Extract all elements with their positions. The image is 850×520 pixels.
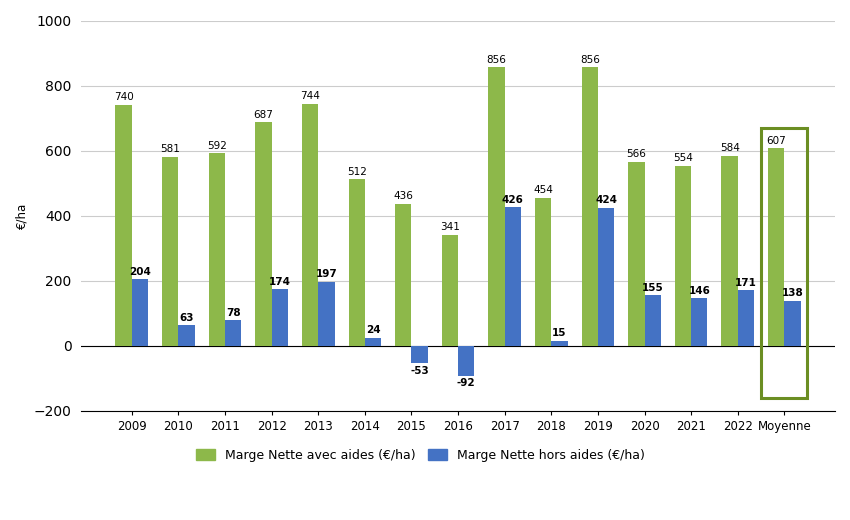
Text: 856: 856 <box>580 55 600 64</box>
Bar <box>208 153 225 346</box>
Text: 15: 15 <box>552 328 567 338</box>
Text: 744: 744 <box>300 91 320 101</box>
Text: 174: 174 <box>269 277 291 287</box>
Bar <box>411 346 428 363</box>
Bar <box>348 179 365 346</box>
Text: 426: 426 <box>502 194 524 204</box>
Bar <box>505 207 521 346</box>
Text: 138: 138 <box>782 288 803 298</box>
Bar <box>318 282 335 346</box>
Bar <box>691 298 707 346</box>
Bar <box>302 104 318 346</box>
Text: 512: 512 <box>347 166 366 177</box>
Bar <box>489 67 505 346</box>
Bar <box>162 157 178 346</box>
Text: -53: -53 <box>411 366 429 375</box>
Bar <box>132 279 148 346</box>
Text: 63: 63 <box>179 313 194 322</box>
Bar <box>598 208 615 346</box>
Bar <box>458 346 474 375</box>
Bar <box>272 289 288 346</box>
Text: 341: 341 <box>440 222 460 232</box>
Bar <box>785 301 801 346</box>
Text: 566: 566 <box>626 149 646 159</box>
Text: 146: 146 <box>688 285 711 296</box>
Text: 592: 592 <box>207 140 227 151</box>
Bar <box>442 235 458 346</box>
Text: 197: 197 <box>315 269 337 279</box>
Text: 554: 554 <box>673 153 693 163</box>
Bar <box>628 162 644 346</box>
Bar <box>225 320 241 346</box>
Text: -92: -92 <box>457 378 475 388</box>
Bar <box>116 105 132 346</box>
Text: 687: 687 <box>253 110 274 120</box>
Bar <box>722 156 738 346</box>
Bar <box>768 148 785 346</box>
Y-axis label: €/ha: €/ha <box>15 202 28 229</box>
Bar <box>395 204 411 346</box>
Bar <box>738 290 754 346</box>
Bar <box>365 338 381 346</box>
Legend: Marge Nette avec aides (€/ha), Marge Nette hors aides (€/ha): Marge Nette avec aides (€/ha), Marge Net… <box>191 444 649 467</box>
Bar <box>644 295 660 346</box>
Text: 740: 740 <box>114 93 133 102</box>
Bar <box>581 67 598 346</box>
Text: 24: 24 <box>366 326 380 335</box>
Bar <box>535 198 552 346</box>
Text: 607: 607 <box>767 136 786 146</box>
Text: 204: 204 <box>129 267 150 277</box>
Text: 454: 454 <box>533 186 553 196</box>
Text: 171: 171 <box>735 278 756 288</box>
Text: 436: 436 <box>394 191 413 201</box>
Text: 584: 584 <box>720 143 740 153</box>
Text: 78: 78 <box>226 308 241 318</box>
Text: 424: 424 <box>595 195 617 205</box>
Bar <box>255 122 272 346</box>
Text: 581: 581 <box>161 144 180 154</box>
Bar <box>675 165 691 346</box>
Text: 155: 155 <box>642 283 664 293</box>
Text: 856: 856 <box>486 55 507 64</box>
Bar <box>178 325 195 346</box>
Bar <box>552 341 568 346</box>
